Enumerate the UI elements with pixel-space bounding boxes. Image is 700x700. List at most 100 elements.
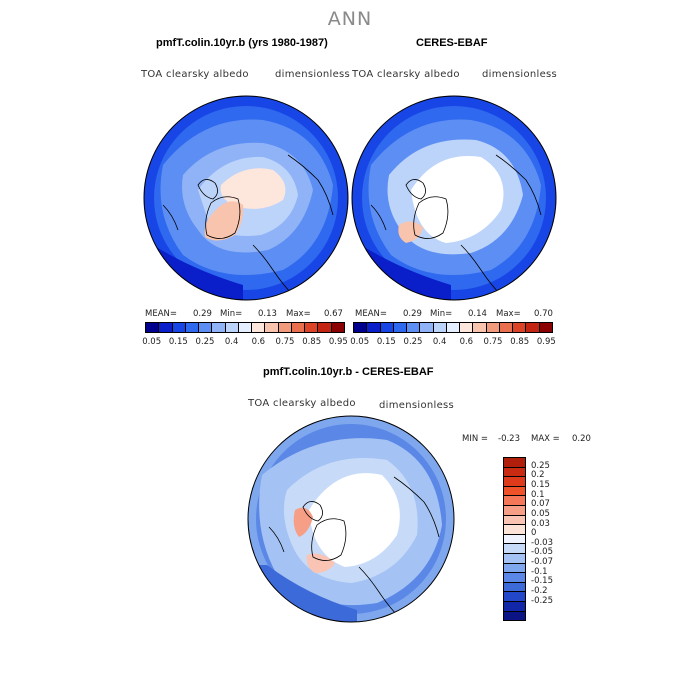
colorbar-swatch xyxy=(513,323,527,332)
colorbar-tick-label: 0.95 xyxy=(328,337,348,347)
colorbar-swatch xyxy=(446,323,461,332)
colorbar-tick-label: -0.07 xyxy=(531,557,553,568)
diff-units-label: dimensionless xyxy=(379,400,455,411)
colorbar-swatch xyxy=(504,505,525,516)
colorbar-swatch xyxy=(504,534,525,545)
colorbar-swatch xyxy=(367,323,381,332)
colorbar-swatch xyxy=(305,323,319,332)
colorbar-swatch xyxy=(499,323,514,332)
diff-min-value: -0.23 xyxy=(498,434,520,444)
colorbar-swatch xyxy=(265,323,279,332)
colorbar-swatch xyxy=(354,323,368,332)
colorbar-swatch xyxy=(504,563,525,574)
left-min-value: 0.13 xyxy=(258,309,277,319)
colorbar-swatch xyxy=(504,467,525,478)
colorbar-swatch xyxy=(539,323,552,332)
colorbar-tick-label: 0.15 xyxy=(376,337,396,347)
colorbar-tick-label: 0.07 xyxy=(531,499,550,510)
colorbar-swatch xyxy=(185,323,200,332)
colorbar-swatch xyxy=(291,323,306,332)
figure-title: ANN xyxy=(327,8,373,30)
colorbar-tick-label: 0.75 xyxy=(483,337,503,347)
colorbar-tick-label: 0.15 xyxy=(168,337,188,347)
left-polar-map xyxy=(143,95,349,301)
colorbar-swatch xyxy=(212,323,226,332)
colorbar-swatch xyxy=(380,323,394,332)
colorbar-tick-label: -0.1 xyxy=(531,566,548,577)
diff-min-label: MIN = xyxy=(462,434,489,444)
colorbar-tick-label: -0.03 xyxy=(531,537,553,548)
left-panel-title: pmfT.colin.10yr.b (yrs 1980-1987) xyxy=(156,37,328,49)
colorbar-tick-label: 0.15 xyxy=(531,479,550,490)
right-min-label: Min= xyxy=(430,309,453,319)
right-polar-map xyxy=(351,95,557,301)
colorbar-swatch xyxy=(504,582,525,593)
colorbar-tick-label: 0.4 xyxy=(224,337,239,347)
colorbar-tick-label: 0.25 xyxy=(531,460,550,471)
colorbar-swatch xyxy=(504,458,525,468)
diff-variable-label: TOA clearsky albedo xyxy=(248,398,356,409)
colorbar-swatch xyxy=(504,592,525,602)
colorbar-tick-label: 0.05 xyxy=(350,337,370,347)
left-colorbar xyxy=(145,322,345,333)
colorbar-swatch xyxy=(225,323,239,332)
colorbar-swatch xyxy=(252,323,266,332)
colorbar-tick-label: 0.6 xyxy=(251,337,266,347)
colorbar-tick-label: 0.6 xyxy=(459,337,474,347)
left-mean-label: MEAN= xyxy=(145,309,177,319)
left-max-label: Max= xyxy=(286,309,311,319)
left-mean-value: 0.29 xyxy=(193,309,212,319)
colorbar-tick-label: 0.03 xyxy=(531,518,550,529)
colorbar-swatch xyxy=(504,515,525,526)
right-mean-label: MEAN= xyxy=(355,309,387,319)
colorbar-swatch xyxy=(199,323,213,332)
colorbar-swatch xyxy=(146,323,160,332)
colorbar-swatch xyxy=(486,323,500,332)
colorbar-tick-label: 0.4 xyxy=(432,337,447,347)
colorbar-tick-label: -0.05 xyxy=(531,547,553,558)
diff-max-value: 0.20 xyxy=(572,434,591,444)
colorbar-swatch xyxy=(460,323,474,332)
colorbar-tick-label: 0.1 xyxy=(531,489,545,500)
diff-max-label: MAX = xyxy=(531,434,560,444)
right-max-label: Max= xyxy=(496,309,521,319)
colorbar-swatch xyxy=(504,544,525,554)
colorbar-tick-label: 0.85 xyxy=(302,337,322,347)
right-variable-label: TOA clearsky albedo xyxy=(352,69,460,80)
colorbar-swatch xyxy=(504,601,525,612)
colorbar-swatch xyxy=(278,323,292,332)
left-min-label: Min= xyxy=(220,309,243,319)
colorbar-tick-label: 0.05 xyxy=(531,508,550,519)
diff-colorbar xyxy=(503,457,526,621)
colorbar-tick-label: 0.05 xyxy=(142,337,162,347)
diff-panel-title: pmfT.colin.10yr.b - CERES-EBAF xyxy=(263,366,434,378)
colorbar-tick-label: 0.95 xyxy=(536,337,556,347)
colorbar-swatch xyxy=(420,323,434,332)
right-min-value: 0.14 xyxy=(468,309,487,319)
left-max-value: 0.67 xyxy=(324,309,343,319)
colorbar-swatch xyxy=(393,323,408,332)
colorbar-tick-label: 0.25 xyxy=(195,337,215,347)
colorbar-swatch xyxy=(473,323,487,332)
colorbar-tick-label: 0.75 xyxy=(275,337,295,347)
colorbar-tick-label: -0.15 xyxy=(531,576,553,587)
left-variable-label: TOA clearsky albedo xyxy=(141,69,249,80)
colorbar-swatch xyxy=(504,525,525,535)
colorbar-swatch xyxy=(238,323,253,332)
colorbar-tick-label: 0 xyxy=(531,528,537,539)
colorbar-tick-label: -0.25 xyxy=(531,595,553,606)
colorbar-swatch xyxy=(526,323,540,332)
right-colorbar xyxy=(353,322,553,333)
colorbar-swatch xyxy=(504,496,525,506)
colorbar-swatch xyxy=(504,611,525,621)
colorbar-tick-label: 0.85 xyxy=(510,337,530,347)
colorbar-swatch xyxy=(504,553,525,564)
colorbar-tick-label: 0.25 xyxy=(403,337,423,347)
left-units-label: dimensionless xyxy=(275,69,351,80)
right-max-value: 0.70 xyxy=(534,309,553,319)
colorbar-swatch xyxy=(331,323,344,332)
colorbar-swatch xyxy=(172,323,186,332)
right-panel-title: CERES-EBAF xyxy=(416,37,488,49)
right-units-label: dimensionless xyxy=(482,69,558,80)
